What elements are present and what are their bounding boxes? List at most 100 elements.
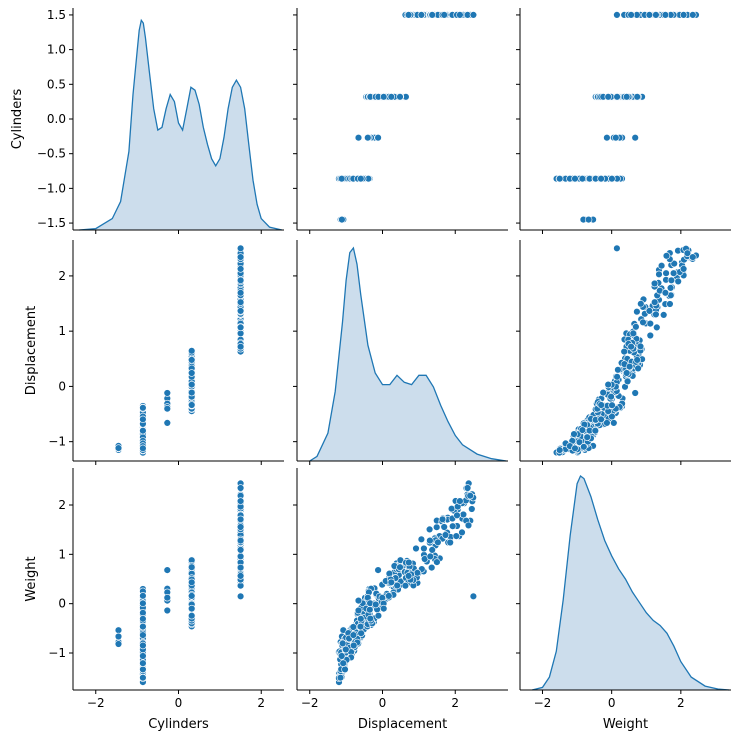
scatter-point [584,215,593,224]
scatter-point [236,592,245,600]
scatter-point [597,175,605,183]
scatter-point [459,510,468,519]
scatter-point [188,380,196,389]
scatter-point [188,401,196,409]
scatter-point [446,538,454,547]
scatter-point [354,596,363,605]
panel-weight-vs-displacement: −2 0 2 [293,468,508,710]
y-axis-label-weight: Weight [24,556,39,601]
scatter-point [661,289,670,297]
scatter-point [236,298,245,306]
scatter-point [631,389,639,397]
scatter-point [428,546,436,554]
scatter-point [139,427,147,435]
scatter-point [401,581,410,590]
scatter-point [139,665,147,674]
scatter-point [139,592,147,600]
scatter-point [236,546,245,554]
scatter-point [613,11,621,19]
scatter-point [469,592,478,600]
scatter-point [139,599,147,607]
scatter-point [452,532,460,540]
scatter-point [236,572,245,580]
scatter-point [336,673,345,682]
y-tick-label: 2 [58,498,66,512]
scatter-point [428,563,436,572]
scatter-point [578,175,587,183]
scatter-point [349,631,358,639]
scatter-point [463,484,472,492]
scatter-point [236,289,245,297]
scatter-point [139,444,147,452]
scatter-point [434,538,442,546]
scatter-point [433,523,441,531]
scatter-point [441,531,450,539]
scatter-point [440,523,448,531]
scatter-point [139,404,147,412]
panel-displacement-vs-cylinders: −1 0 1 2 [48,240,284,465]
scatter-point [236,536,245,545]
x-tick-label: 2 [677,696,685,710]
scatter-point [139,652,147,660]
y-tick-label: 1 [58,547,66,561]
scatter-point [114,444,123,452]
scatter-point [412,544,420,553]
scatter-point [625,362,634,371]
scatter-point [188,369,196,377]
scatter-point [163,593,172,602]
scatter-point [645,307,654,315]
scatter-point [655,270,663,278]
x-tick-label: 2 [257,696,265,710]
scatter-point [338,175,346,183]
scatter-point [591,427,599,435]
scatter-point [139,659,147,667]
scatter-point [426,536,434,545]
scatter-point [571,175,579,183]
scatter-point [339,639,347,648]
panel-displacement-vs-weight [516,240,731,465]
scatter-point [607,393,615,401]
y-tick-label: −0.5 [37,147,66,161]
scatter-point [188,592,196,600]
scatter-point [236,323,245,332]
x-tick-label: 0 [175,696,183,710]
scatter-point [236,563,245,572]
scatter-point [650,298,659,306]
panel-cylinders-vs-weight [516,8,731,234]
scatter-point [667,276,676,284]
scatter-point [366,614,374,623]
scatter-point [374,134,382,142]
scatter-point [646,319,654,328]
scatter-point [139,622,147,631]
scatter-point [163,405,172,413]
y-tick-label: −1 [48,435,66,449]
scatter-point [456,11,464,19]
scatter-point [608,175,616,183]
y-axis-label-cylinders: Cylinders [10,88,25,149]
scatter-point [405,558,413,567]
scatter-point [236,523,245,531]
x-tick-label: 0 [608,696,616,710]
scatter-point [674,277,682,286]
scatter-point [662,252,671,260]
scatter-point [583,433,591,441]
scatter-point [339,659,347,667]
scatter-point [629,329,637,338]
scatter-point [236,276,245,284]
scatter-point [578,426,587,434]
scatter-point [661,11,670,19]
scatter-point [571,444,579,452]
scatter-point [417,535,426,543]
scatter-point [604,380,612,389]
scatter-point [597,401,605,409]
scatter-point [645,11,654,19]
scatter-point [236,343,245,351]
scatter-point [380,604,388,613]
scatter-point [163,419,172,427]
scatter-point [570,430,578,438]
scatter-point [627,343,635,351]
scatter-point [653,323,661,332]
scatter-point [338,215,346,224]
scatter-point [449,522,457,530]
kde-line [79,18,283,231]
